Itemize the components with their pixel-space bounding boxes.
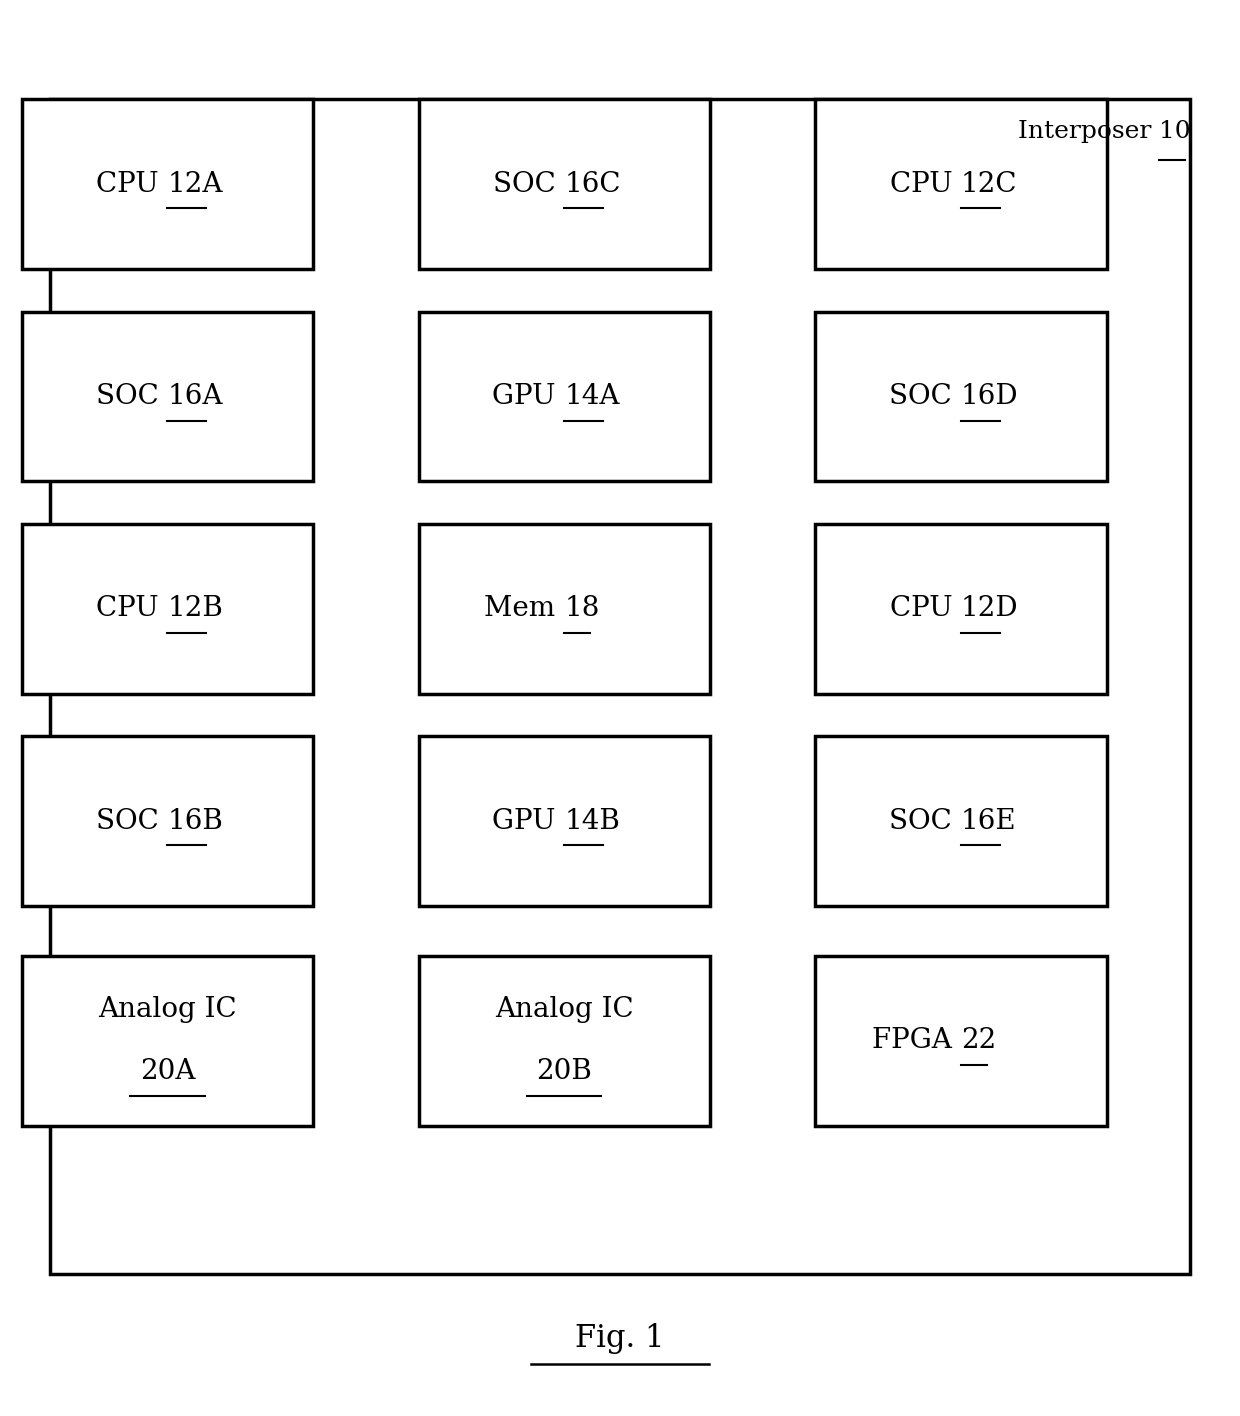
Text: SOC: SOC xyxy=(95,382,167,411)
Bar xyxy=(419,312,709,481)
Text: CPU: CPU xyxy=(95,170,167,198)
Bar xyxy=(22,524,312,694)
Bar xyxy=(816,956,1106,1126)
Text: 12B: 12B xyxy=(167,595,223,623)
Bar xyxy=(22,736,312,906)
Text: 12C: 12C xyxy=(961,170,1018,198)
Text: FPGA: FPGA xyxy=(872,1027,961,1055)
Text: 20A: 20A xyxy=(140,1058,195,1086)
Text: Fig. 1: Fig. 1 xyxy=(575,1323,665,1354)
Text: GPU: GPU xyxy=(492,382,564,411)
Text: GPU: GPU xyxy=(492,807,564,835)
Text: Mem: Mem xyxy=(484,595,564,623)
Bar xyxy=(419,99,709,269)
Text: SOC: SOC xyxy=(492,170,564,198)
Bar xyxy=(816,312,1106,481)
Bar xyxy=(816,99,1106,269)
Text: SOC: SOC xyxy=(889,807,961,835)
Bar xyxy=(419,956,709,1126)
Bar xyxy=(22,312,312,481)
Bar xyxy=(22,99,312,269)
Text: 16B: 16B xyxy=(167,807,223,835)
Bar xyxy=(419,524,709,694)
Text: CPU: CPU xyxy=(889,170,961,198)
Bar xyxy=(816,736,1106,906)
Text: Analog IC: Analog IC xyxy=(98,995,237,1024)
Text: Analog IC: Analog IC xyxy=(495,995,634,1024)
Text: CPU: CPU xyxy=(889,595,961,623)
Text: 10: 10 xyxy=(1159,120,1192,143)
Text: 12A: 12A xyxy=(167,170,223,198)
Text: 22: 22 xyxy=(961,1027,996,1055)
Text: Interposer: Interposer xyxy=(1018,120,1159,143)
Text: 16C: 16C xyxy=(564,170,621,198)
Text: SOC: SOC xyxy=(95,807,167,835)
Bar xyxy=(22,956,312,1126)
Text: 14A: 14A xyxy=(564,382,620,411)
Text: 12D: 12D xyxy=(961,595,1018,623)
Text: 18: 18 xyxy=(564,595,600,623)
Text: 20B: 20B xyxy=(536,1058,593,1086)
Text: 14B: 14B xyxy=(564,807,620,835)
Bar xyxy=(50,99,1190,1274)
Text: 16A: 16A xyxy=(167,382,223,411)
Text: 16E: 16E xyxy=(961,807,1017,835)
Bar xyxy=(419,736,709,906)
Bar xyxy=(816,524,1106,694)
Text: CPU: CPU xyxy=(95,595,167,623)
Text: SOC: SOC xyxy=(889,382,961,411)
Text: 16D: 16D xyxy=(961,382,1018,411)
